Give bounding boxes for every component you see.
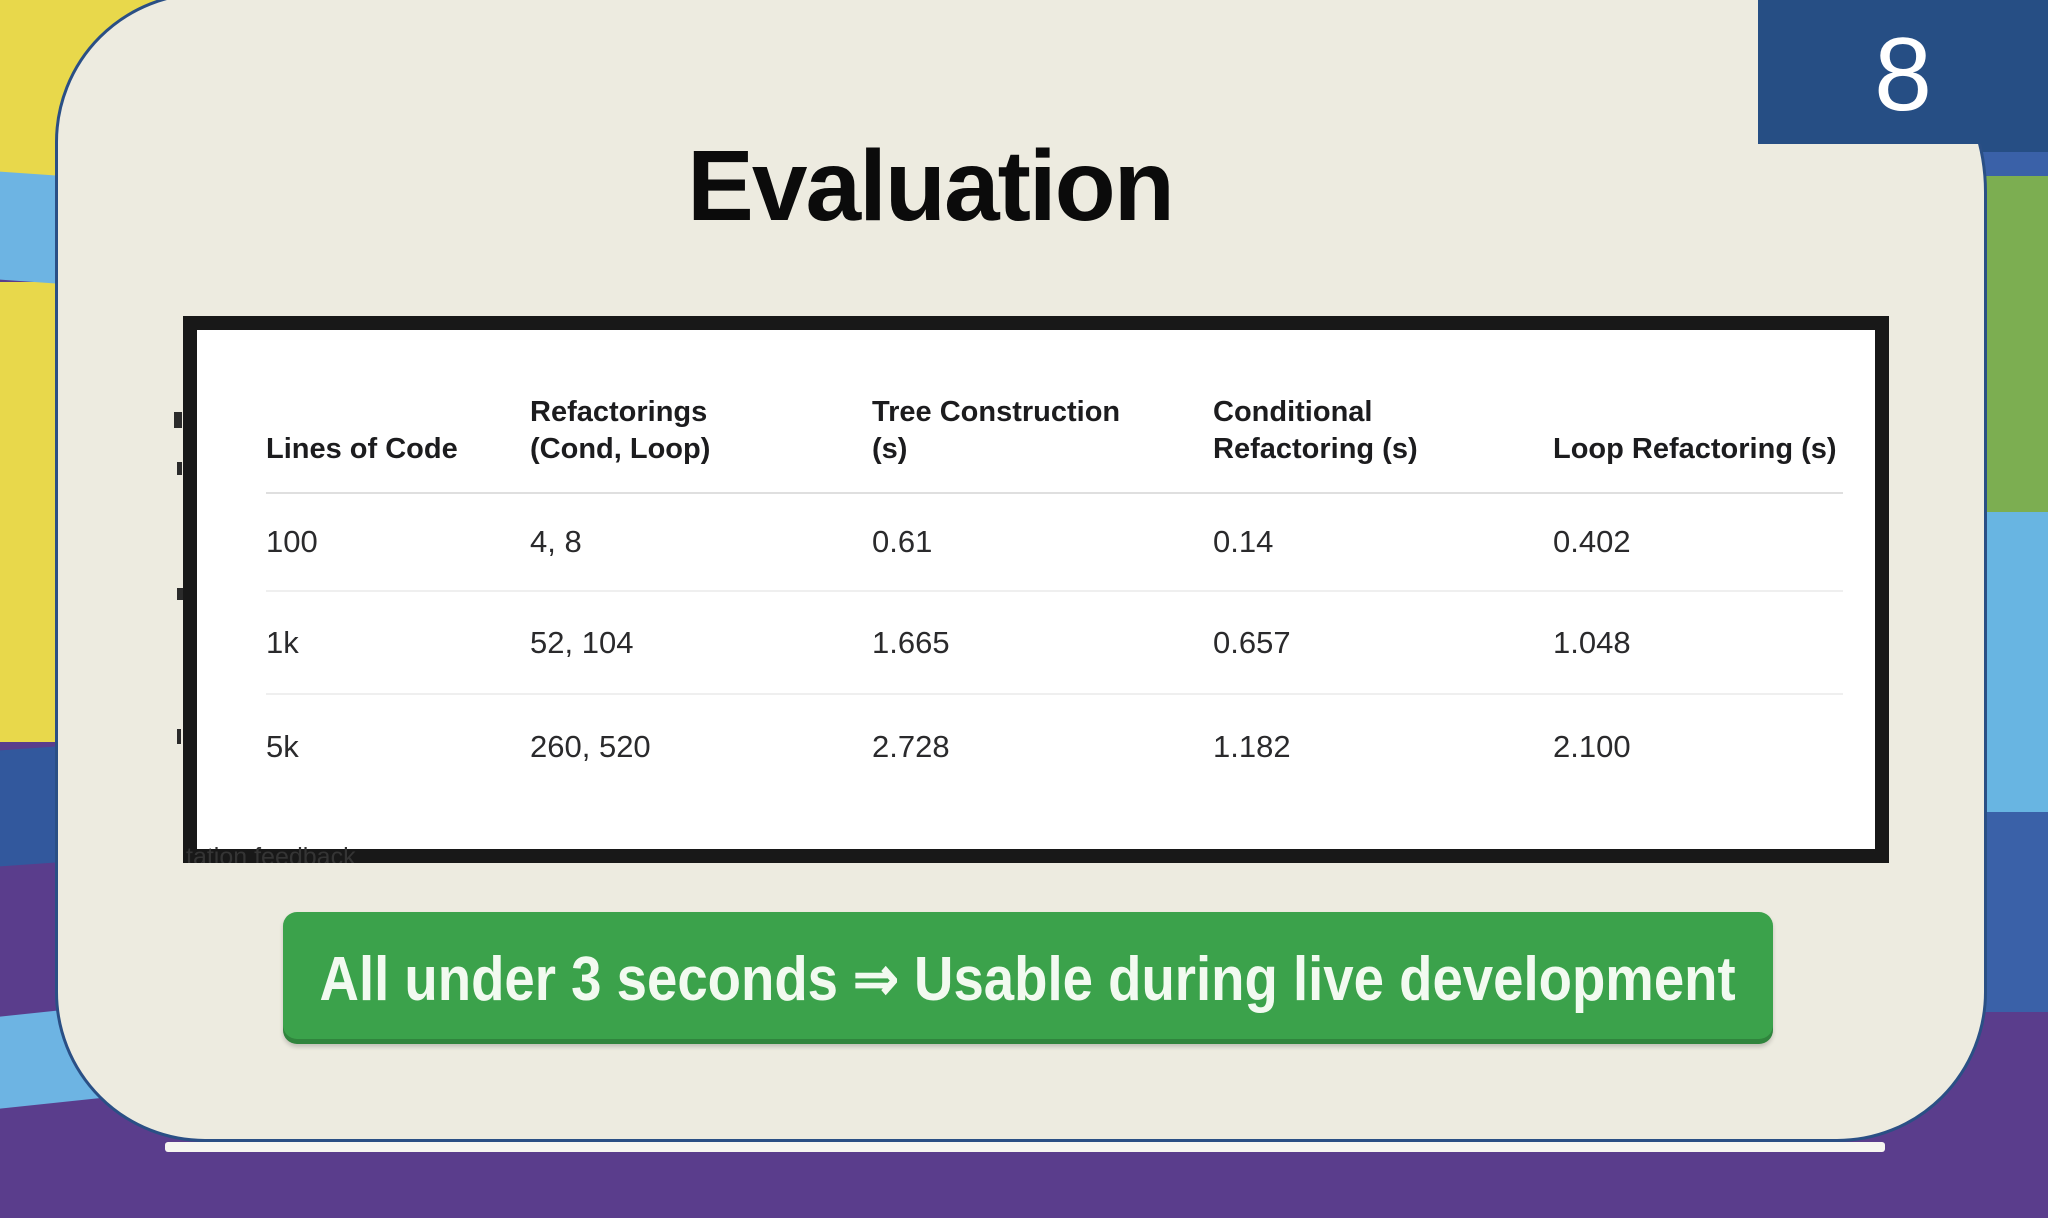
cell-loop-refactoring: 1.048 — [1553, 624, 1631, 660]
table-header-row: Lines of Code Refactorings (Cond, Loop) … — [266, 330, 1843, 494]
header-line: Refactoring (s) — [1213, 433, 1418, 465]
header-line: Loop Refactoring (s) — [1553, 433, 1837, 465]
header-line: Tree Construction — [872, 396, 1121, 428]
clipped-text-fragment — [177, 729, 181, 744]
table-row: 100 4, 8 0.61 0.14 0.402 — [266, 494, 1843, 592]
clipped-text-fragment — [174, 412, 182, 428]
clipped-text-fragment: tation feedback — [186, 843, 356, 863]
cell-lines-of-code: 5k — [266, 728, 299, 764]
cell-refactorings: 260, 520 — [530, 728, 651, 764]
header-line: Refactorings — [530, 396, 708, 428]
header-tree-construction: Tree Construction (s) — [872, 394, 1213, 492]
cell-tree-construction: 0.61 — [872, 524, 933, 559]
takeaway-banner-text: All under 3 seconds ⇒ Usable during live… — [319, 944, 1737, 1014]
screen-bottom-edge — [165, 1142, 1885, 1152]
cell-conditional-refactoring: 0.657 — [1213, 624, 1291, 660]
cell-conditional-refactoring: 0.14 — [1213, 524, 1274, 559]
header-conditional-refactoring: Conditional Refactoring (s) — [1213, 394, 1553, 492]
header-line: Conditional — [1213, 396, 1373, 428]
cell-loop-refactoring: 0.402 — [1553, 524, 1631, 559]
clipped-text-fragment — [177, 588, 183, 600]
header-lines-of-code: Lines of Code — [266, 431, 530, 492]
clipped-text-fragment — [177, 462, 182, 475]
slide-number: 8 — [1874, 17, 1932, 133]
header-line: (s) — [872, 433, 908, 465]
cell-refactorings: 52, 104 — [530, 624, 634, 660]
takeaway-banner: All under 3 seconds ⇒ Usable during live… — [283, 912, 1773, 1044]
table-row: 1k 52, 104 1.665 0.657 1.048 — [266, 592, 1843, 695]
results-table-frame: Lines of Code Refactorings (Cond, Loop) … — [183, 316, 1889, 863]
header-line: (Cond, Loop) — [530, 433, 711, 465]
cell-tree-construction: 2.728 — [872, 728, 950, 764]
results-table: Lines of Code Refactorings (Cond, Loop) … — [197, 330, 1875, 849]
header-line: Lines of Code — [266, 433, 458, 465]
header-loop-refactoring: Loop Refactoring (s) — [1553, 431, 1843, 492]
cell-refactorings: 4, 8 — [530, 524, 582, 559]
cell-lines-of-code: 1k — [266, 624, 299, 660]
cell-lines-of-code: 100 — [266, 524, 318, 559]
slide-number-box: 8 — [1758, 0, 2048, 144]
header-refactorings: Refactorings (Cond, Loop) — [530, 394, 872, 492]
table-row: 5k 260, 520 2.728 1.182 2.100 — [266, 695, 1843, 798]
slide-title: Evaluation — [687, 130, 1175, 242]
cell-conditional-refactoring: 1.182 — [1213, 728, 1291, 764]
cell-tree-construction: 1.665 — [872, 624, 950, 660]
cell-loop-refactoring: 2.100 — [1553, 728, 1631, 764]
